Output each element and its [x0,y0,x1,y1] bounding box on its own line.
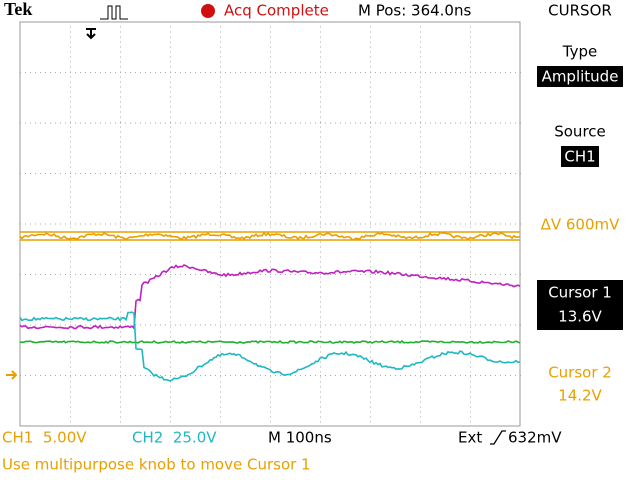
menu-title: CURSOR [548,2,612,20]
trigger-level: 632mV [508,429,562,447]
status-message: Use multipurpose knob to move Cursor 1 [2,456,311,474]
grid-dots [20,21,521,423]
trigger-position-marker [86,28,96,40]
cursor-value: 14.2V [558,387,602,405]
cursor-value: 13.6V [558,308,602,326]
waveform [19,231,521,241]
waveform [19,311,521,382]
graticule [20,21,521,423]
plot-frame [19,21,521,427]
brand: Tek [4,0,32,19]
timebase: M 100ns [268,429,332,447]
menu-label: Source [554,123,606,141]
highlight [537,280,623,330]
menu-value[interactable]: CH1 [564,148,595,166]
position: M Pos: 364.0ns [358,2,471,20]
highlight [537,66,623,87]
acq-status: Acq Complete [224,2,329,20]
trigger-icon [100,5,128,20]
menu-label: Type [562,43,597,61]
cursor-label[interactable]: Cursor 1 [548,284,612,302]
menu-value[interactable]: Amplitude [542,68,619,86]
ch1-scale: CH1 5.00V [2,429,87,447]
trigger-level-marker [6,370,18,380]
waveform [19,339,521,345]
highlight [561,146,599,167]
status-dot [201,4,215,18]
ch2-scale: CH2 25.0V [132,429,217,447]
trigger-source: Ext [458,429,482,447]
waveforms [19,231,521,382]
edge-icon [490,430,506,445]
waveform [19,264,521,331]
cursor-label[interactable]: Cursor 2 [548,364,612,382]
delta-readout: ΔV 600mV [541,216,621,234]
